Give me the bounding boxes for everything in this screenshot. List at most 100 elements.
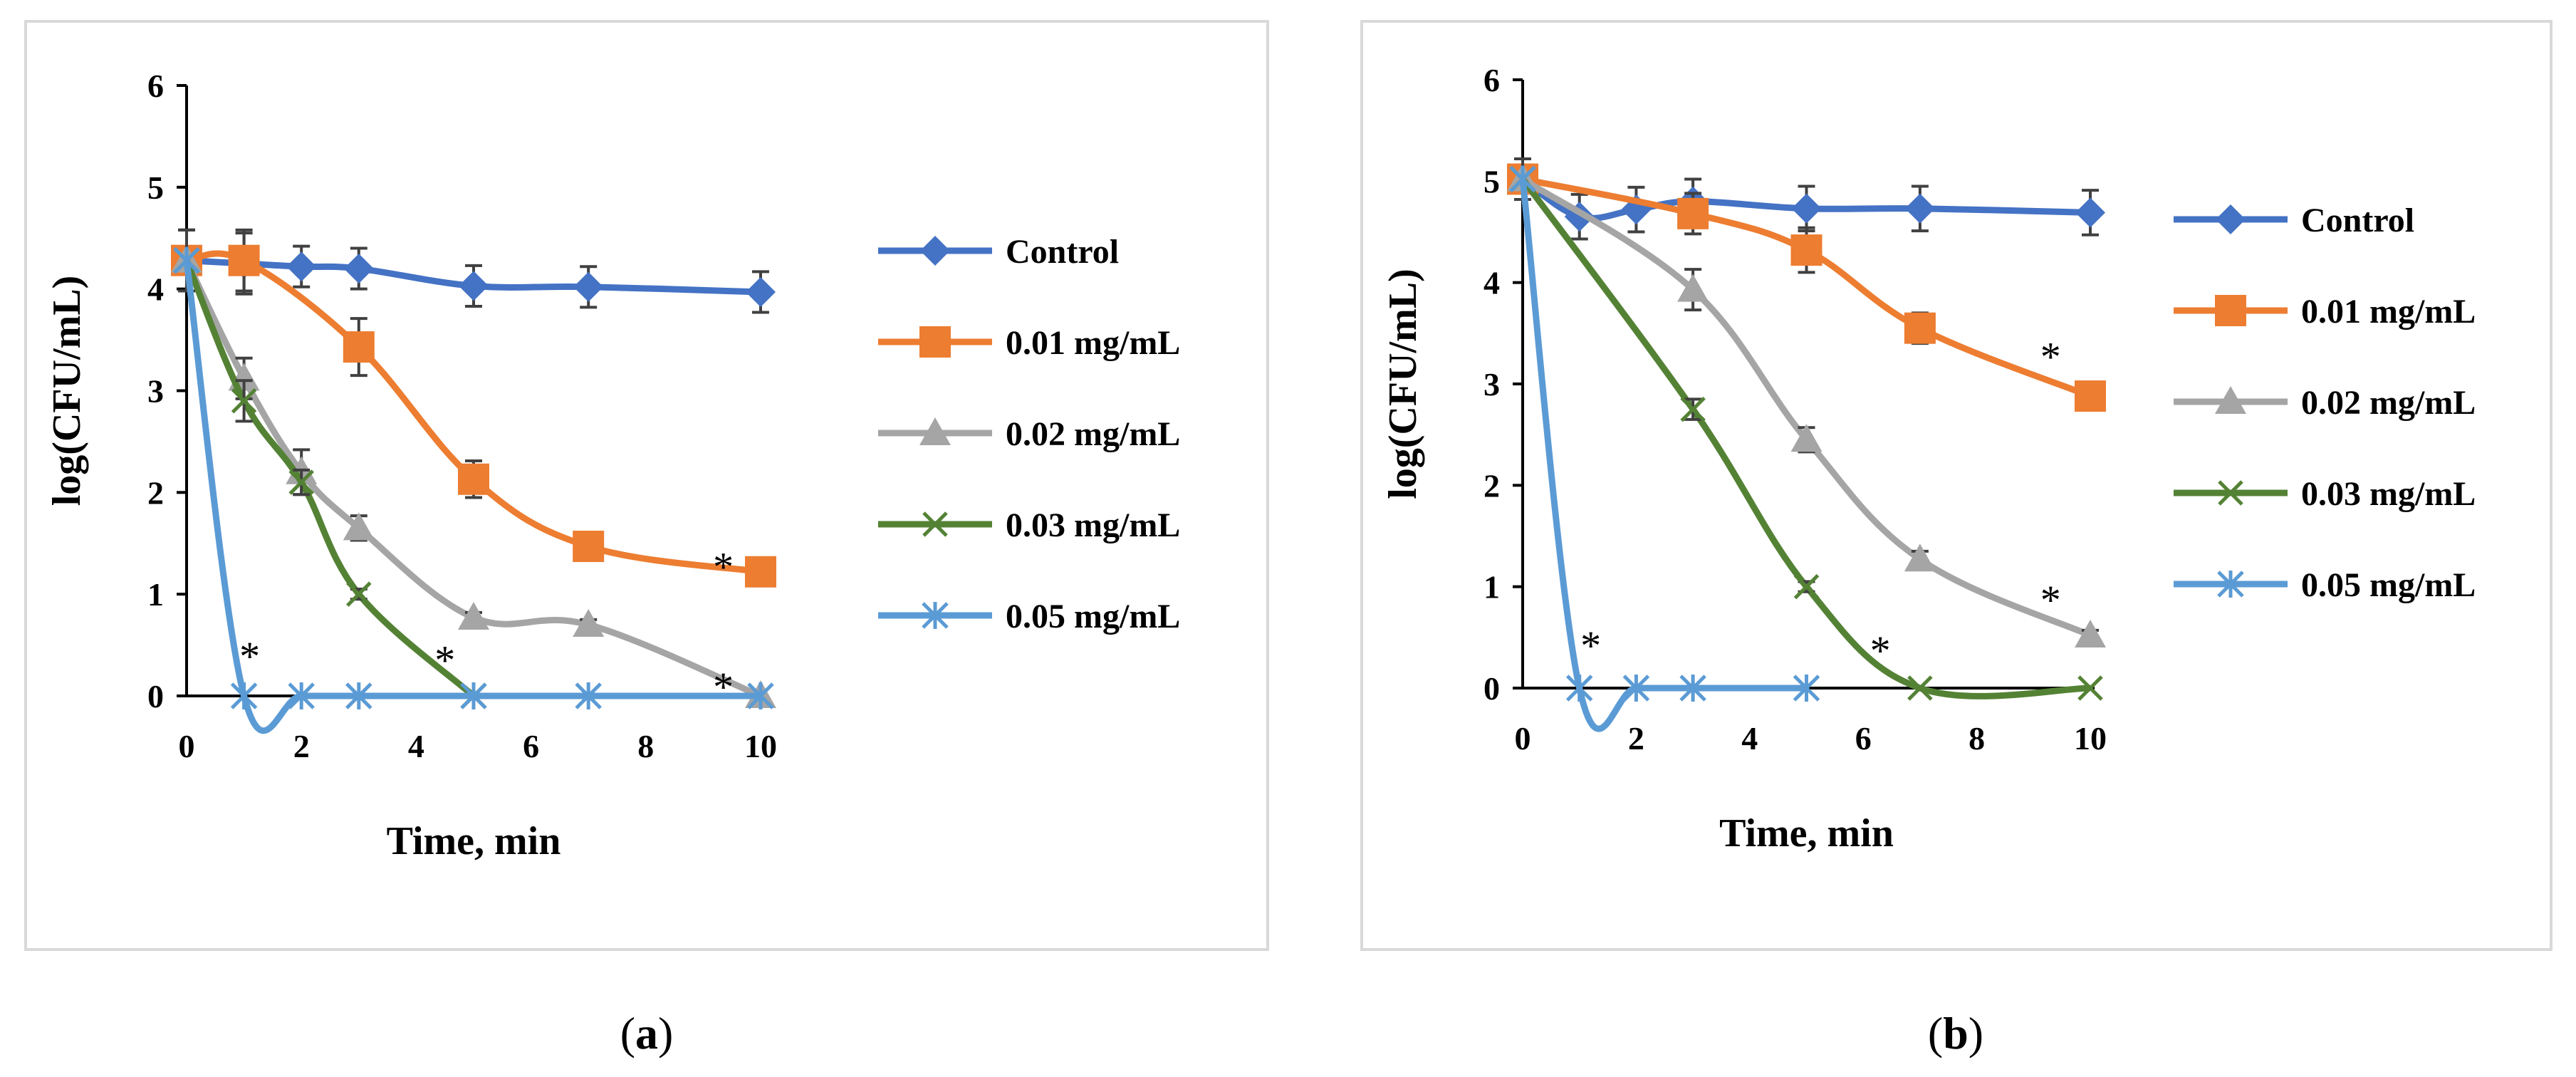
panel-b-data-point [2077, 675, 2103, 701]
panel-b-significance-star: * [2040, 333, 2061, 380]
panel-b-data-point [1509, 165, 1536, 193]
panel-b-data-point [1677, 197, 1709, 229]
panel-a-caption-letter: a [635, 1008, 658, 1058]
panel-a-data-point [573, 609, 605, 638]
panel-a-frame [24, 20, 1269, 951]
panel-a-data-point [343, 254, 374, 284]
panel-a-y-tick-label: 2 [147, 474, 164, 511]
panel-a-legend-label: Control [1006, 233, 1119, 271]
panel-b-x-tick-label: 0 [1515, 720, 1531, 756]
panel-b-y-tick-label: 1 [1483, 569, 1500, 605]
panel-b-x-tick-label: 4 [1741, 720, 1758, 756]
panel-b-data-point [1907, 675, 1933, 701]
panel-a-data-point [230, 682, 258, 709]
panel-a-y-tick-label: 1 [147, 576, 164, 613]
panel-b-data-point [1904, 193, 1935, 224]
panel-a-x-tick-label: 0 [179, 728, 195, 764]
panel-a-data-point [459, 271, 489, 301]
panel-a-data-point [345, 682, 372, 709]
panel-b-legend-marker [2217, 571, 2244, 598]
panel-a-x-axis-title: Time, min [387, 819, 561, 863]
panel-b-caption-letter: b [1943, 1008, 1968, 1058]
panel-b-data-point [1791, 193, 1822, 224]
panel-b-legend-label: 0.02 mg/mL [2301, 384, 2476, 422]
panel-b-frame [1360, 20, 2552, 951]
panel-b-data-point [1565, 675, 1593, 702]
panel-b-data-point [1790, 424, 1823, 452]
panel-a-y-tick-label: 6 [147, 68, 164, 104]
panel-a-x-tick-label: 10 [744, 728, 777, 764]
panel-a-caption: (a) [620, 1008, 674, 1058]
panel-a-data-point [460, 682, 487, 709]
panel-b-series-3 [1507, 157, 2106, 647]
panel-a-x-tick-label: 2 [293, 728, 310, 764]
panel-a-data-point [343, 331, 375, 363]
panel-b-legend-label: 0.05 mg/mL [2301, 566, 2476, 604]
panel-a-legend-label: 0.01 mg/mL [1006, 324, 1180, 362]
panel-a-legend-label: 0.03 mg/mL [1006, 506, 1180, 544]
panel-b-data-point [1793, 573, 1820, 600]
panel-a-x-tick-label: 8 [637, 728, 654, 764]
panel-b-y-axis-title: log(CFU/mL) [1381, 269, 1425, 499]
panel-b-legend-label: Control [2301, 202, 2414, 239]
panel-b-y-tick-label: 5 [1483, 163, 1500, 199]
panel-a-data-point [288, 682, 315, 709]
panel-a-data-point [746, 276, 776, 307]
panel-a-data-point [231, 388, 257, 414]
panel-b-legend-label: 0.03 mg/mL [2301, 475, 2476, 513]
panel-a-series-2 [171, 228, 776, 588]
panel-b-significance-star: * [1580, 623, 1601, 669]
panel-b-caption: (b) [1928, 1008, 1983, 1058]
panel-b-data-point [2075, 197, 2105, 228]
panel-a-data-point [575, 682, 602, 709]
panel-b-x-tick-label: 8 [1968, 720, 1985, 756]
panel-a-y-tick-label: 3 [147, 373, 164, 410]
panel-b-data-point [1790, 234, 1823, 266]
panel-a-data-point [343, 512, 375, 541]
panel-b-data-point [1679, 675, 1706, 702]
panel-b-y-tick-label: 6 [1483, 62, 1500, 98]
panel-b-data-point [1677, 274, 1709, 302]
panel-a-data-point [228, 244, 260, 276]
panel-b-legend-marker [2216, 204, 2246, 234]
panel-b-y-tick-label: 0 [1483, 670, 1500, 707]
panel-a-significance-star: * [713, 543, 734, 590]
panel-a-x-tick-label: 6 [523, 728, 539, 764]
panel-a-data-point [573, 271, 604, 302]
panel-a-significance-star: * [713, 664, 734, 710]
panel-a-data-point [286, 251, 317, 282]
panel-a-y-tick-label: 0 [147, 678, 164, 714]
panel-b-x-tick-label: 10 [2074, 720, 2107, 756]
chart-panel-a: 0 1 2 3 4 5 6 0 2 4 6 8 10 Time, min log(CFU/mL) Contro… [45, 68, 1180, 863]
panel-b-data-point [2075, 380, 2106, 412]
panel-a-y-axis-title: log(CFU/mL) [45, 276, 89, 506]
panel-b-x-tick-label: 2 [1628, 720, 1644, 756]
panel-a-legend-label: 0.02 mg/mL [1006, 415, 1180, 453]
panel-b-legend-marker [2215, 386, 2246, 414]
panel-b-legend-marker [2218, 480, 2243, 506]
chart-panel-b: 0 1 2 3 4 5 6 0 2 4 6 8 10 Time, min log(CFU/mL) Contro… [1381, 62, 2476, 855]
panel-a-legend-marker [919, 326, 951, 358]
panel-a-legend-marker [922, 602, 949, 629]
panel-b-data-point [1680, 396, 1706, 422]
panel-b-y-tick-label: 3 [1483, 366, 1500, 402]
panel-a-y-tick-label: 4 [147, 271, 164, 308]
panel-a-y-tick-label: 5 [147, 170, 164, 206]
panel-a-data-point [747, 682, 774, 709]
panel-a-data-point [458, 463, 489, 495]
panel-a-data-point [745, 556, 776, 588]
panel-a-legend-label: 0.05 mg/mL [1006, 598, 1180, 635]
panel-a-data-point [458, 602, 489, 630]
panel-a-data-point [573, 531, 605, 563]
panel-b-series-5 [1509, 165, 1820, 732]
panel-b-significance-star: * [1870, 628, 1891, 674]
panel-b-data-point [2075, 619, 2106, 647]
panel-a-significance-star: * [239, 633, 260, 680]
panel-a-data-point [173, 246, 200, 274]
panel-b-significance-star: * [2040, 577, 2061, 623]
panel-b-data-point [1904, 312, 1936, 344]
panel-a-data-point [346, 581, 372, 607]
panel-a-x-tick-label: 4 [408, 728, 424, 764]
panel-a-legend-marker [922, 511, 948, 537]
